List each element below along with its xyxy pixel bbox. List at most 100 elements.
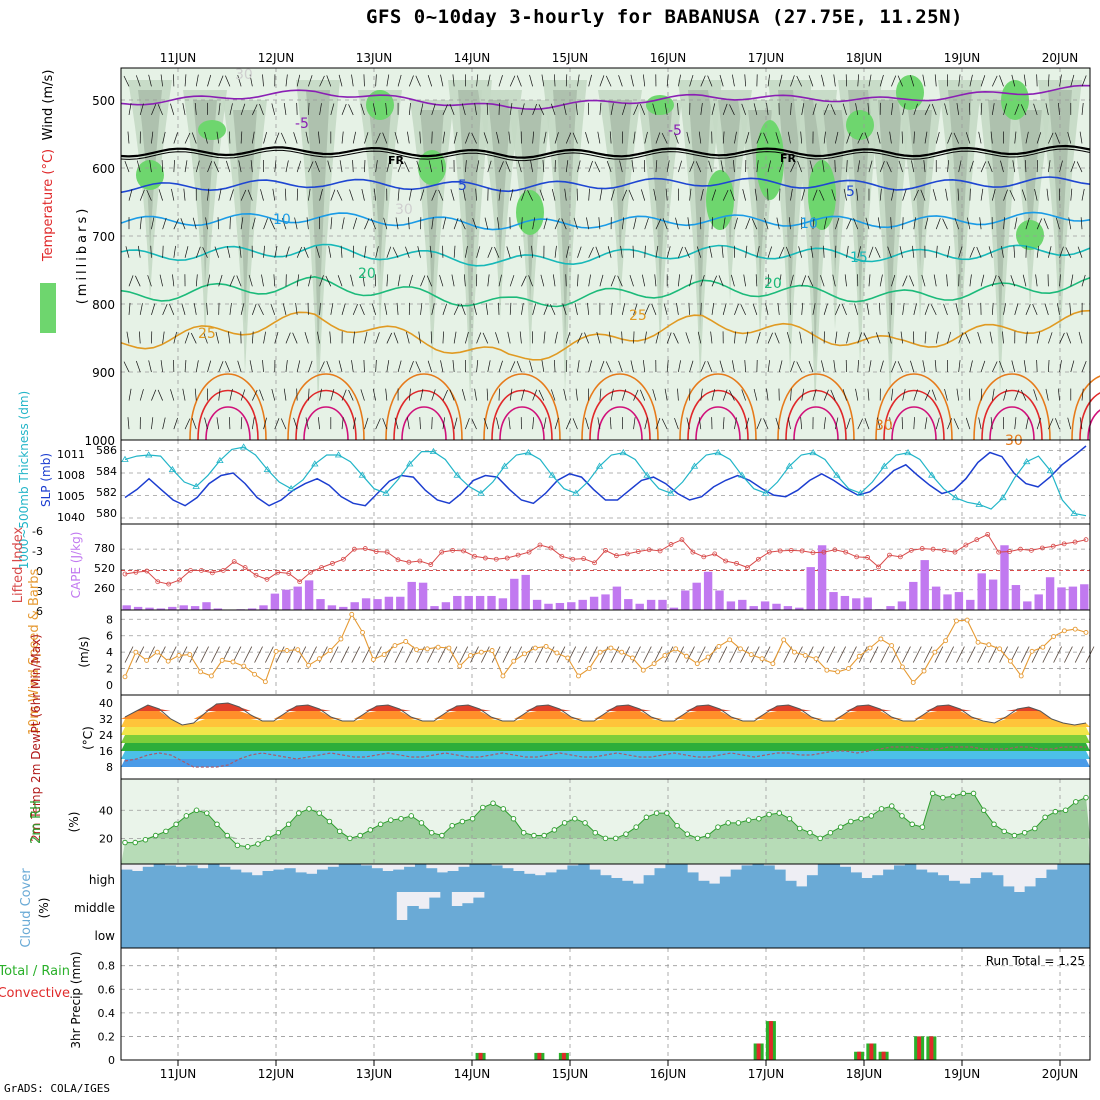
cape-bar [681,590,690,610]
wind-barb [420,275,426,287]
panel-frame [120,947,1091,1061]
cape-bar [293,586,302,610]
temperature-tick: 8 [106,761,113,774]
cape-bar [202,602,211,610]
wind-barb [807,275,814,287]
wind-barb [891,274,896,287]
wind-speed-marker [306,662,312,668]
wind-barb [835,304,841,316]
rh2m-marker [960,790,967,797]
wind-barb [173,160,175,173]
wind-barb [719,360,724,373]
li-marker [242,565,248,570]
wind-barb [776,217,780,230]
wind-barb [1048,246,1052,258]
wind-barb [294,217,298,230]
contour-label: -5 [668,123,682,139]
wind-barb [419,417,421,430]
wind-barb [810,245,814,258]
wind-barb [128,302,131,315]
wind-barb [442,303,448,315]
wind-barb [203,332,208,344]
cape-bar [179,605,188,610]
wind-barb [204,417,208,430]
wind-barb [1055,217,1060,230]
cloud-high-bar [741,865,753,892]
wind-speed-marker [165,658,171,664]
wind-barb [317,331,320,344]
cloud-high-bar [284,868,296,892]
wind-barb [689,188,692,201]
li-tick: 6 [36,605,43,618]
wind-barb [889,131,892,144]
cloud-low-bar [839,920,851,948]
cloud-low-bar [926,920,939,948]
pressure-tick: 600 [92,162,115,176]
cloud-low-bar [600,920,612,948]
cloud-low-bar [121,920,133,948]
wind-barb [630,360,634,373]
wind-speed-marker [338,636,344,642]
wind-speed-marker [856,653,862,659]
surface-wind-barb [988,646,998,663]
thickness-marker [667,489,675,496]
wind-barb [674,132,679,144]
wind-barb [415,75,421,87]
cape-bar [772,603,781,610]
li-marker [395,557,401,563]
wind-barb [193,303,197,315]
wind-barb [846,218,852,230]
wind-barb [969,188,971,201]
wind-barb [173,245,176,258]
wind-barb [316,246,320,258]
li-marker [690,549,696,555]
wind-barb [753,103,758,116]
li-marker [308,569,314,575]
cape-bar [1011,585,1021,610]
wind-barb [729,390,735,401]
rh2m-marker [265,835,271,842]
wind-barb [577,360,580,373]
wind-barb [371,303,376,315]
surface-wind-barb [437,646,447,663]
wind-tick: 8 [106,613,113,626]
cape-bar [601,594,610,610]
cloud-row-label: middle [74,901,115,915]
thickness-marker [500,462,509,469]
wind-barb [498,161,504,173]
wind-barb [969,360,973,373]
wind-speed-marker [241,663,247,669]
wind-barb [909,275,915,287]
wind-barb [1014,303,1019,315]
wind-barb [605,75,612,87]
rh2m-marker [796,825,803,832]
wind-barb [621,389,627,401]
wind-barb [539,189,545,201]
cloud-middle-bar [748,892,761,920]
date-tick-top: 18JUN [846,51,883,65]
cape-bar [897,601,907,610]
cloud-middle-bar [341,892,353,920]
wind-barb [753,388,758,401]
wind-barb [756,418,762,430]
cloud-low-bar [621,920,634,948]
surface-wind-barb [912,646,922,663]
wind-barb [487,246,493,258]
wind-barb [397,188,400,201]
wind-speed-marker [824,667,830,673]
wind-barb [1048,132,1054,144]
li-marker [614,553,619,559]
rh-plume-core [718,100,742,251]
cloud-middle-bar [319,892,331,920]
wind-barb [476,160,480,173]
li-marker [1050,543,1056,549]
wind-barb [942,218,948,230]
wind-barb [587,302,590,315]
wind-barb [229,131,231,144]
wind-barb [977,332,982,344]
wind-speed-marker [414,647,419,653]
rh-plume-core [608,100,632,260]
isotherm-15 [120,243,1091,267]
cape-bar [350,602,359,610]
wind-speed-marker [478,649,484,655]
